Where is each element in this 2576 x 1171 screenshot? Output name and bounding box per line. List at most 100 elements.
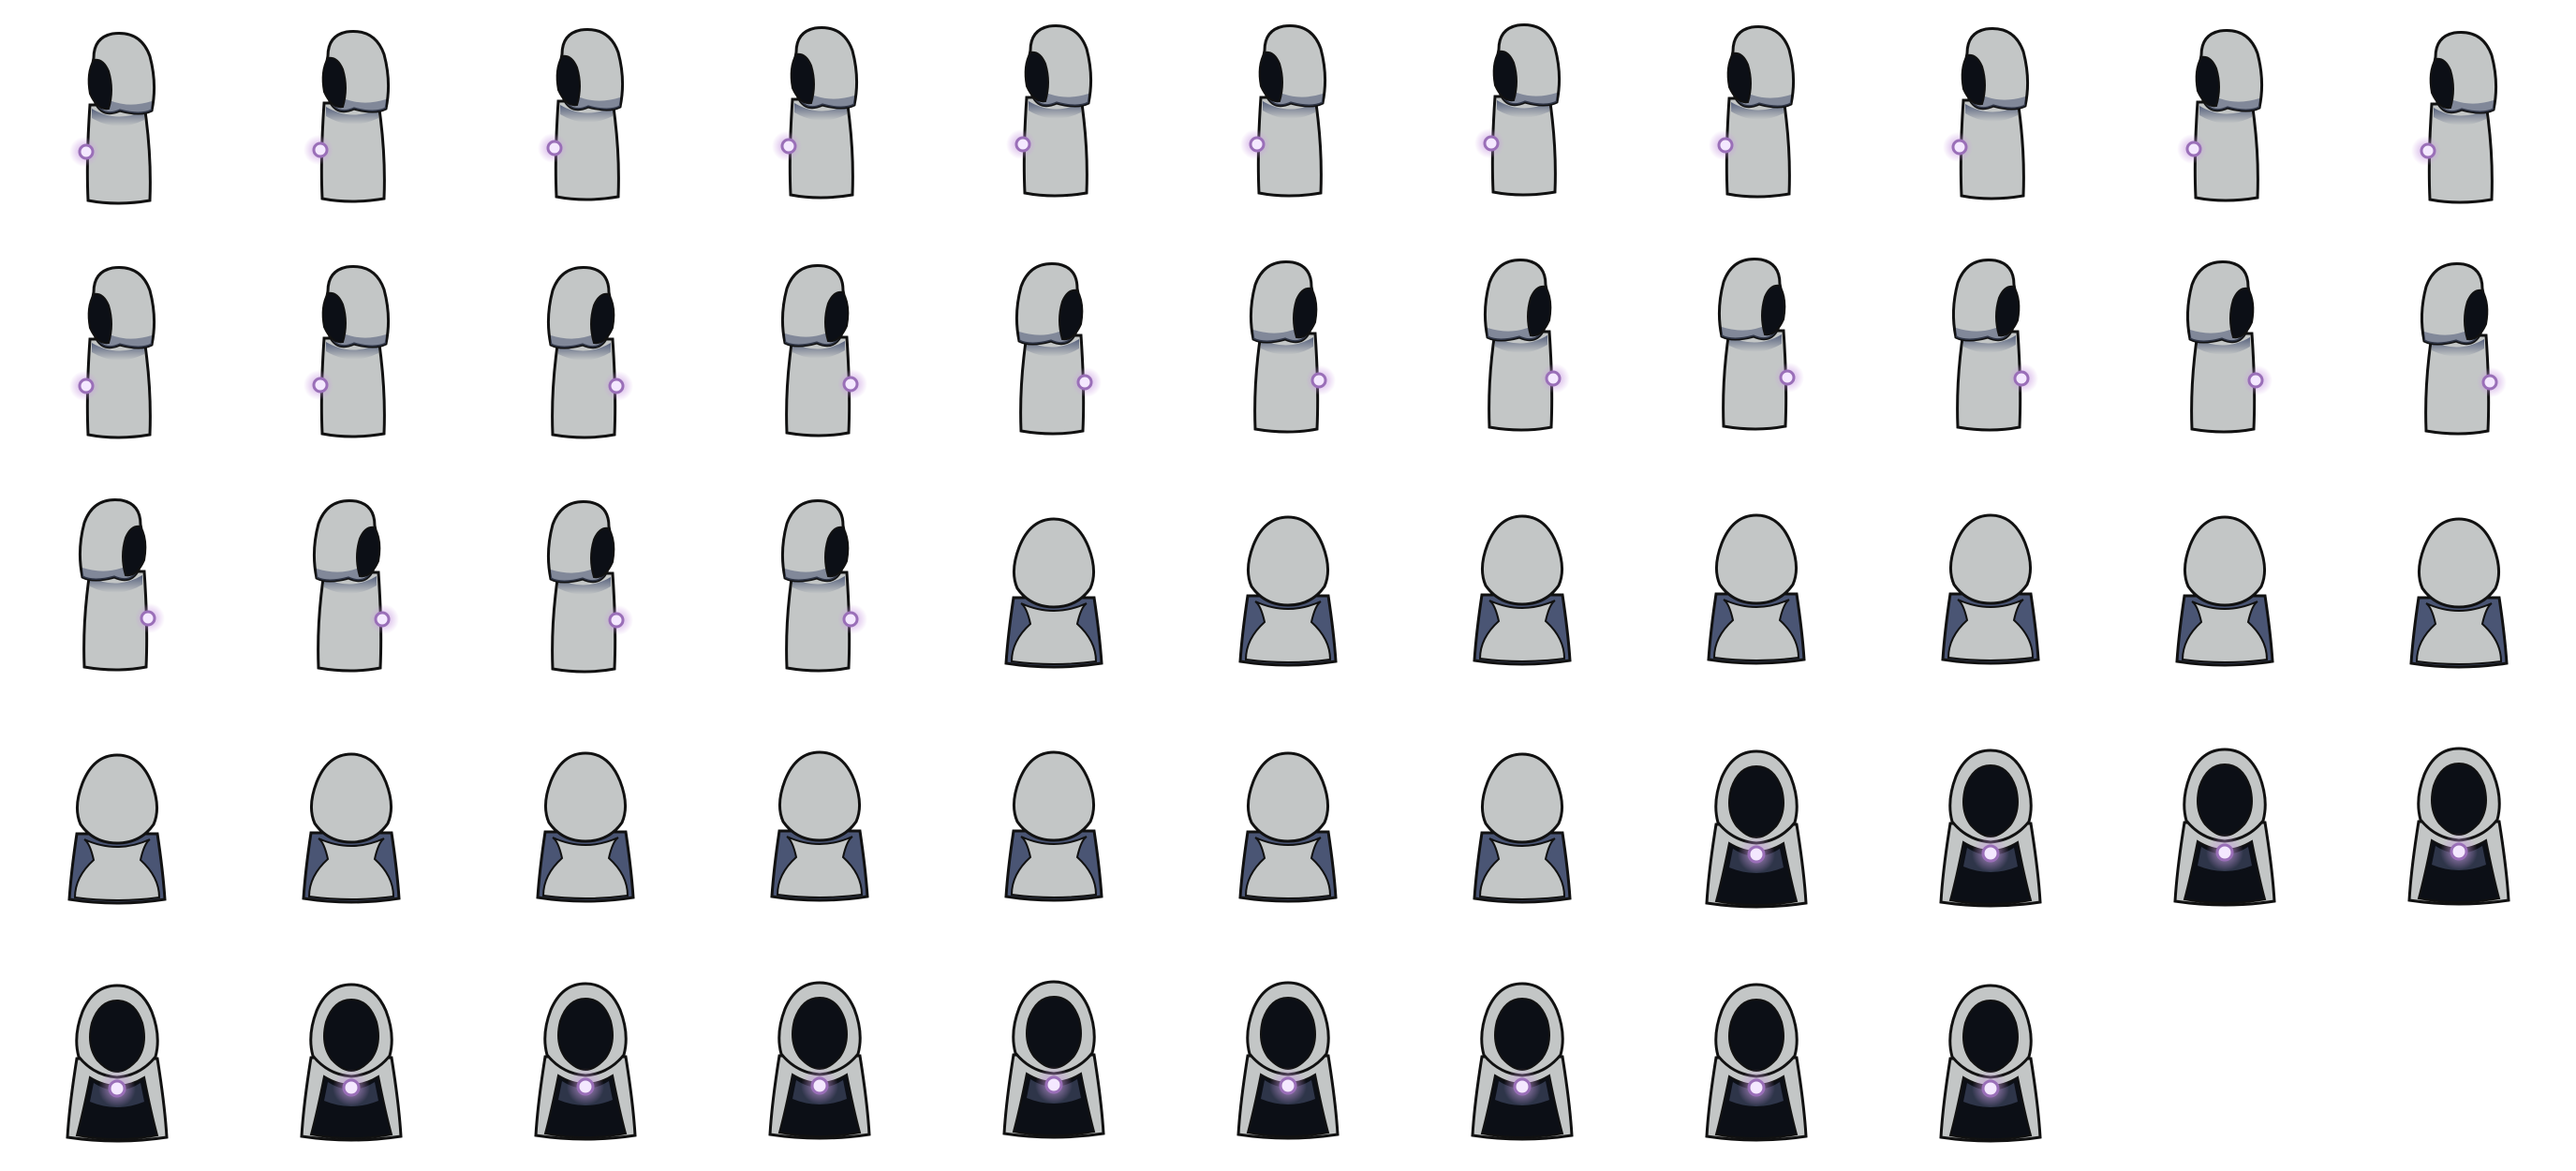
sprite-frame-back: [468, 703, 703, 937]
hooded-figure-sprite: [1709, 25, 1796, 199]
hooded-figure-sprite: [1002, 980, 1105, 1139]
sprite-frame-side-left: [2108, 0, 2342, 234]
hooded-figure-sprite: [69, 32, 156, 205]
sprite-frame-side-left: [1405, 0, 1639, 234]
sprite-frame-front: [1873, 703, 2108, 937]
sprite-frame-back: [1873, 468, 2108, 703]
sprite-frame-back: [2342, 468, 2576, 703]
sprite-frame-back: [234, 703, 468, 937]
hooded-figure-sprite: [2175, 515, 2274, 667]
sprite-frame-side-left: [1639, 0, 1873, 234]
hooded-figure-sprite: [1004, 750, 1103, 902]
hooded-figure-sprite: [536, 751, 635, 903]
hooded-figure-sprite: [1471, 982, 1574, 1141]
sprite-frame-back: [703, 703, 937, 937]
sprite-frame-front: [1405, 937, 1639, 1171]
hooded-figure-sprite: [1939, 984, 2042, 1143]
hooded-figure-sprite: [303, 30, 391, 203]
hooded-figure-sprite: [1004, 517, 1103, 669]
hooded-figure-sprite: [546, 500, 633, 674]
sprite-frame-back: [937, 703, 1171, 937]
sprite-frame-front: [2342, 703, 2576, 937]
sprite-frame-side-left: [234, 234, 468, 468]
hooded-figure-sprite: [1249, 260, 1336, 434]
hooded-figure-sprite: [770, 750, 869, 902]
hooded-figure-sprite: [1006, 24, 1093, 198]
sprite-frame-front: [2108, 703, 2342, 937]
hooded-figure-sprite: [1236, 981, 1340, 1140]
sprite-frame-side-right: [1171, 234, 1405, 468]
sprite-frame-side-right: [2342, 234, 2576, 468]
hooded-figure-sprite: [1474, 23, 1562, 197]
hooded-figure-sprite: [300, 983, 403, 1142]
hooded-figure-sprite: [1483, 259, 1570, 432]
sprite-frame-side-right: [468, 234, 703, 468]
hooded-figure-sprite: [2407, 747, 2510, 906]
hooded-figure-sprite: [1943, 27, 2030, 200]
sprite-frame-front: [1639, 703, 1873, 937]
sprite-frame-back: [1171, 703, 1405, 937]
hooded-figure-sprite: [303, 265, 391, 438]
hooded-figure-sprite: [1941, 513, 2040, 665]
hooded-figure-sprite: [780, 264, 867, 437]
sprite-frame-front: [703, 937, 937, 1171]
sprite-frame-side-right: [0, 468, 234, 703]
hooded-figure-sprite: [312, 499, 399, 673]
sprite-frame-side-left: [1171, 0, 1405, 234]
hooded-figure-sprite: [538, 28, 625, 201]
sprite-frame-side-left: [2342, 0, 2576, 234]
hooded-figure-sprite: [546, 266, 633, 439]
hooded-figure-sprite: [2420, 262, 2507, 436]
sprite-frame-front: [937, 937, 1171, 1171]
sprite-frame-front: [1639, 937, 1873, 1171]
hooded-figure-sprite: [1238, 751, 1338, 903]
sprite-frame-back: [1405, 468, 1639, 703]
sprite-frame-side-left: [703, 0, 937, 234]
sprite-frame-back: [2108, 468, 2342, 703]
hooded-figure-sprite: [302, 752, 401, 904]
sprite-frame-side-right: [1405, 234, 1639, 468]
sprite-frame-side-left: [468, 0, 703, 234]
sprite-frame-front: [234, 937, 468, 1171]
sprite-frame-side-right: [2108, 234, 2342, 468]
sprite-frame-front: [1171, 937, 1405, 1171]
hooded-figure-sprite: [1473, 752, 1572, 904]
sprite-frame-back: [1405, 703, 1639, 937]
sprite-frame-front: [1873, 937, 2108, 1171]
sprite-frame-side-right: [937, 234, 1171, 468]
sprite-frame-back: [937, 468, 1171, 703]
hooded-figure-sprite: [66, 984, 169, 1143]
hooded-figure-sprite: [1951, 259, 2038, 432]
hooded-figure-sprite: [1473, 514, 1572, 666]
hooded-figure-sprite: [1707, 513, 1806, 665]
hooded-figure-sprite: [772, 26, 859, 200]
hooded-figure-sprite: [780, 499, 867, 673]
hooded-figure-sprite: [1014, 262, 1102, 436]
hooded-figure-sprite: [2185, 260, 2273, 434]
hooded-figure-sprite: [1717, 258, 1804, 431]
hooded-figure-sprite: [67, 753, 167, 905]
sprite-frame-side-right: [1639, 234, 1873, 468]
hooded-figure-sprite: [1238, 515, 1338, 667]
hooded-figure-sprite: [1939, 749, 2042, 908]
sprite-frame-side-right: [1873, 234, 2108, 468]
hooded-figure-sprite: [69, 266, 156, 439]
sprite-frame-side-right: [234, 468, 468, 703]
hooded-figure-sprite: [1705, 749, 1808, 909]
hooded-figure-sprite: [2173, 748, 2276, 907]
sprite-frame-side-right: [703, 234, 937, 468]
hooded-figure-sprite: [534, 982, 637, 1141]
sprite-frame-side-left: [234, 0, 468, 234]
sprite-frame-side-left: [937, 0, 1171, 234]
hooded-figure-sprite: [2411, 31, 2498, 204]
sprite-frame-front: [468, 937, 703, 1171]
hooded-figure-sprite: [1240, 24, 1327, 198]
hooded-figure-sprite: [768, 981, 871, 1140]
sprite-frame-side-left: [0, 234, 234, 468]
sprite-frame-back: [0, 703, 234, 937]
sprite-frame-back: [1171, 468, 1405, 703]
sprite-frame-front: [0, 937, 234, 1171]
sprite-frame-side-right: [703, 468, 937, 703]
hooded-figure-sprite: [2177, 29, 2264, 202]
